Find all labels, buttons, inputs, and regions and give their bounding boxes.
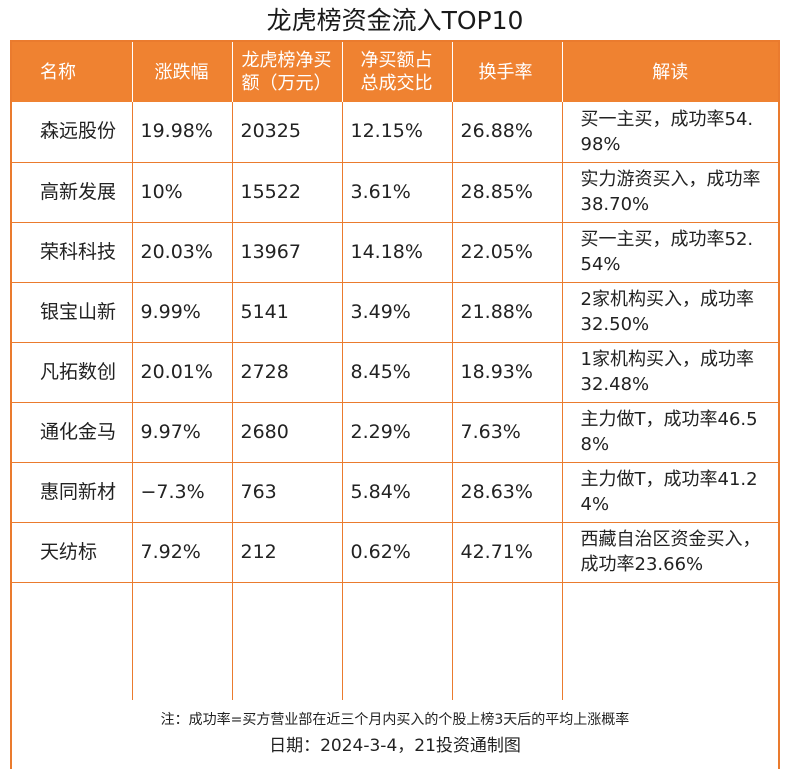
cell-name: 凡拓数创 [12, 342, 133, 403]
header-turnover: 换手率 [452, 42, 563, 102]
cell-net-buy: 212 [232, 522, 343, 583]
cell-turnover: 28.63% [452, 462, 563, 523]
header-net-buy-line1: 龙虎榜净买 [241, 50, 332, 71]
header-net-ratio: 净买额占 总成交比 [342, 42, 453, 102]
cell-net-ratio: 5.84% [342, 462, 453, 523]
cell-reading: 买一主买，成功率54.98% [562, 102, 778, 163]
header-name: 名称 [12, 42, 133, 102]
cell-change: 9.97% [132, 402, 233, 463]
empty-cell [452, 582, 563, 701]
empty-cell [132, 582, 233, 701]
cell-reading: 西藏自治区资金买入，成功率23.66% [562, 522, 778, 583]
table-row: 凡拓数创 20.01% 2728 8.45% 18.93% 1家机构买入，成功率… [12, 342, 778, 403]
cell-net-ratio: 3.61% [342, 162, 453, 223]
empty-cell [562, 582, 778, 701]
cell-net-buy: 763 [232, 462, 343, 523]
empty-filler-row [12, 582, 778, 701]
cell-turnover: 28.85% [452, 162, 563, 223]
table-row: 天纺标 7.92% 212 0.62% 42.71% 西藏自治区资金买入，成功率… [12, 522, 778, 583]
empty-cell [342, 582, 453, 701]
cell-reading: 买一主买，成功率52.54% [562, 222, 778, 283]
cell-change: 7.92% [132, 522, 233, 583]
cell-turnover: 7.63% [452, 402, 563, 463]
empty-cell [12, 582, 133, 701]
cell-change: 10% [132, 162, 233, 223]
cell-change: 9.99% [132, 282, 233, 343]
cell-turnover: 42.71% [452, 522, 563, 583]
cell-reading: 2家机构买入，成功率32.50% [562, 282, 778, 343]
table-footer: 注：成功率=买方营业部在近三个月内买入的个股上榜3天后的平均上涨概率 日期：20… [12, 700, 778, 769]
cell-turnover: 22.05% [452, 222, 563, 283]
header-reading: 解读 [652, 61, 689, 83]
cell-net-ratio: 8.45% [342, 342, 453, 403]
cell-reading: 实力游资买入，成功率38.70% [562, 162, 778, 223]
cell-net-ratio: 0.62% [342, 522, 453, 583]
cell-name: 惠同新材 [12, 462, 133, 523]
cell-name: 高新发展 [12, 162, 133, 223]
data-table: 名称 涨跌幅 龙虎榜净买 额（万元） 净买额占 总成交比 换手率 解读 森远股份… [12, 42, 778, 701]
cell-net-buy: 2680 [232, 402, 343, 463]
header-net-buy-line2: 额（万元） [241, 73, 332, 94]
cell-change: −7.3% [132, 462, 233, 523]
fund-inflow-table: 名称 涨跌幅 龙虎榜净买 额（万元） 净买额占 总成交比 换手率 解读 森远股份… [10, 40, 780, 769]
cell-net-buy: 20325 [232, 102, 343, 163]
footnote: 注：成功率=买方营业部在近三个月内买入的个股上榜3天后的平均上涨概率 [160, 712, 630, 728]
cell-name: 通化金马 [12, 402, 133, 463]
cell-turnover: 26.88% [452, 102, 563, 163]
page-title: 龙虎榜资金流入TOP10 [266, 6, 524, 35]
cell-reading: 主力做T，成功率46.58% [562, 402, 778, 463]
cell-turnover: 21.88% [452, 282, 563, 343]
cell-name: 荣科科技 [12, 222, 133, 283]
cell-change: 20.01% [132, 342, 233, 403]
table-row: 通化金马 9.97% 2680 2.29% 7.63% 主力做T，成功率46.5… [12, 402, 778, 463]
table-row: 森远股份 19.98% 20325 12.15% 26.88% 买一主买，成功率… [12, 102, 778, 163]
cell-name: 银宝山新 [12, 282, 133, 343]
header-net-ratio-line1: 净买额占 [360, 50, 433, 71]
table-row: 荣科科技 20.03% 13967 14.18% 22.05% 买一主买，成功率… [12, 222, 778, 283]
table-row: 高新发展 10% 15522 3.61% 28.85% 实力游资买入，成功率38… [12, 162, 778, 223]
empty-cell [232, 582, 343, 701]
cell-turnover: 18.93% [452, 342, 563, 403]
cell-name: 天纺标 [12, 522, 133, 583]
table-row: 惠同新材 −7.3% 763 5.84% 28.63% 主力做T，成功率41.2… [12, 462, 778, 523]
cell-reading: 1家机构买入，成功率32.48% [562, 342, 778, 403]
cell-net-buy: 5141 [232, 282, 343, 343]
cell-reading: 主力做T，成功率41.24% [562, 462, 778, 523]
cell-net-ratio: 3.49% [342, 282, 453, 343]
cell-change: 20.03% [132, 222, 233, 283]
table-header-row: 名称 涨跌幅 龙虎榜净买 额（万元） 净买额占 总成交比 换手率 解读 [12, 42, 778, 102]
header-net-ratio-line2: 总成交比 [360, 73, 433, 94]
cell-net-ratio: 2.29% [342, 402, 453, 463]
header-change: 涨跌幅 [132, 42, 233, 102]
date-credit: 日期：2024-3-4，21投资通制图 [269, 736, 521, 756]
cell-net-ratio: 12.15% [342, 102, 453, 163]
cell-net-buy: 2728 [232, 342, 343, 403]
table-row: 银宝山新 9.99% 5141 3.49% 21.88% 2家机构买入，成功率3… [12, 282, 778, 343]
cell-net-buy: 13967 [232, 222, 343, 283]
cell-change: 19.98% [132, 102, 233, 163]
cell-net-buy: 15522 [232, 162, 343, 223]
cell-name: 森远股份 [12, 102, 133, 163]
header-net-buy: 龙虎榜净买 额（万元） [232, 42, 343, 102]
cell-net-ratio: 14.18% [342, 222, 453, 283]
